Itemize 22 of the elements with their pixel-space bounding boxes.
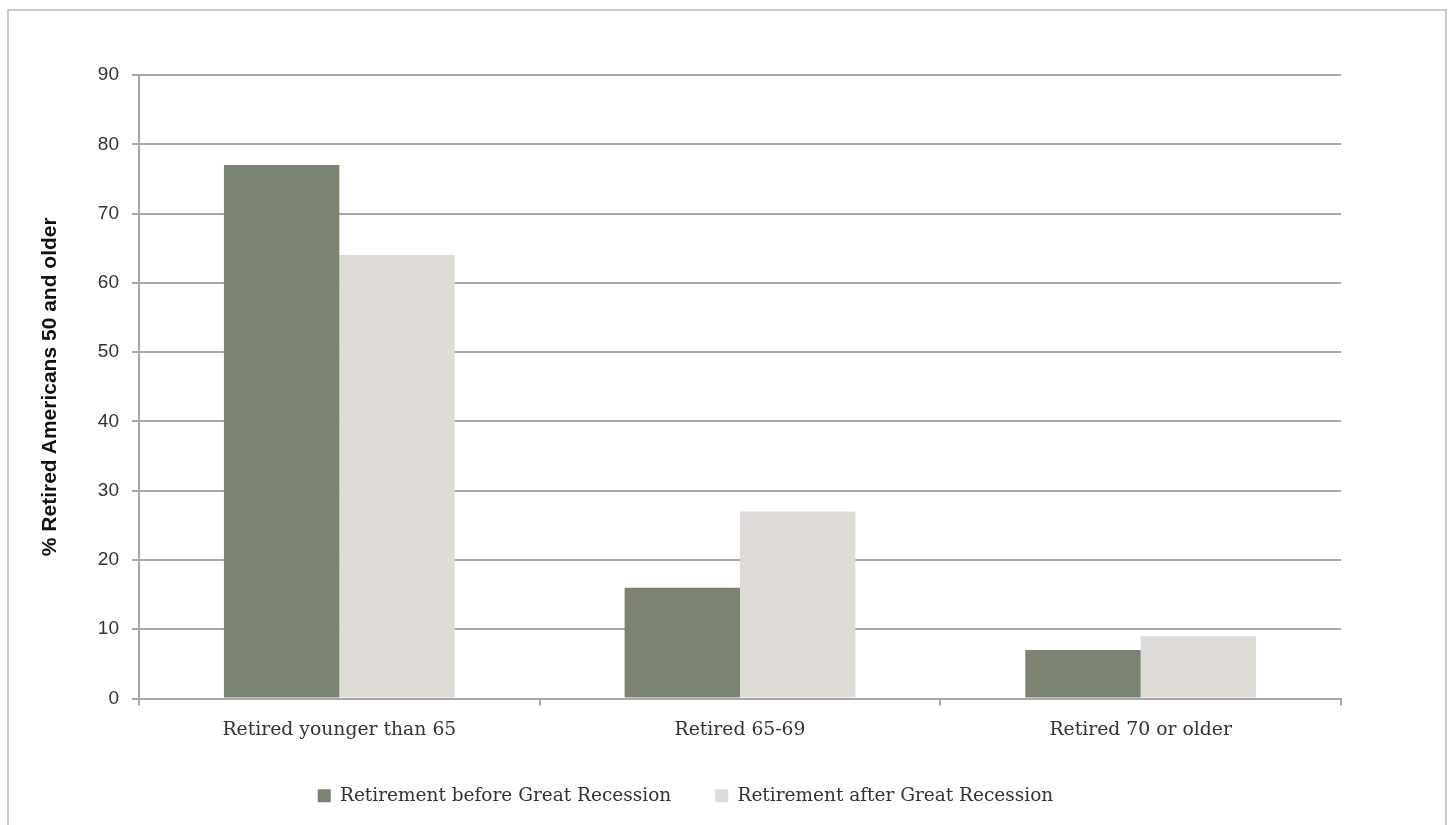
bar [339,255,455,698]
y-tick-label: 60 [97,271,119,293]
y-axis-title: % Retired Americans 50 and older [37,217,61,557]
y-tick-label: 20 [97,548,119,570]
legend-label: Retirement before Great Recession [339,783,672,805]
y-tick-label: 40 [97,409,119,431]
x-tick-label: Retired 65-69 [674,717,806,739]
bar [1140,636,1257,698]
bar [223,165,340,698]
x-tick-label: Retired younger than 65 [222,717,457,739]
legend-label: Retirement after Great Recession [737,783,1054,805]
x-tick-label: Retired 70 or older [1049,717,1232,739]
y-tick-label: 50 [97,340,119,362]
y-tick-label: 90 [97,63,119,85]
y-tick-label: 10 [97,617,119,639]
y-tick-label: 80 [97,132,119,154]
bar [1025,650,1141,698]
y-tick-label: 70 [97,201,119,223]
y-tick-label: 30 [97,478,119,500]
y-tick-label: 0 [108,686,119,708]
bar [740,511,856,698]
bar [624,587,740,698]
